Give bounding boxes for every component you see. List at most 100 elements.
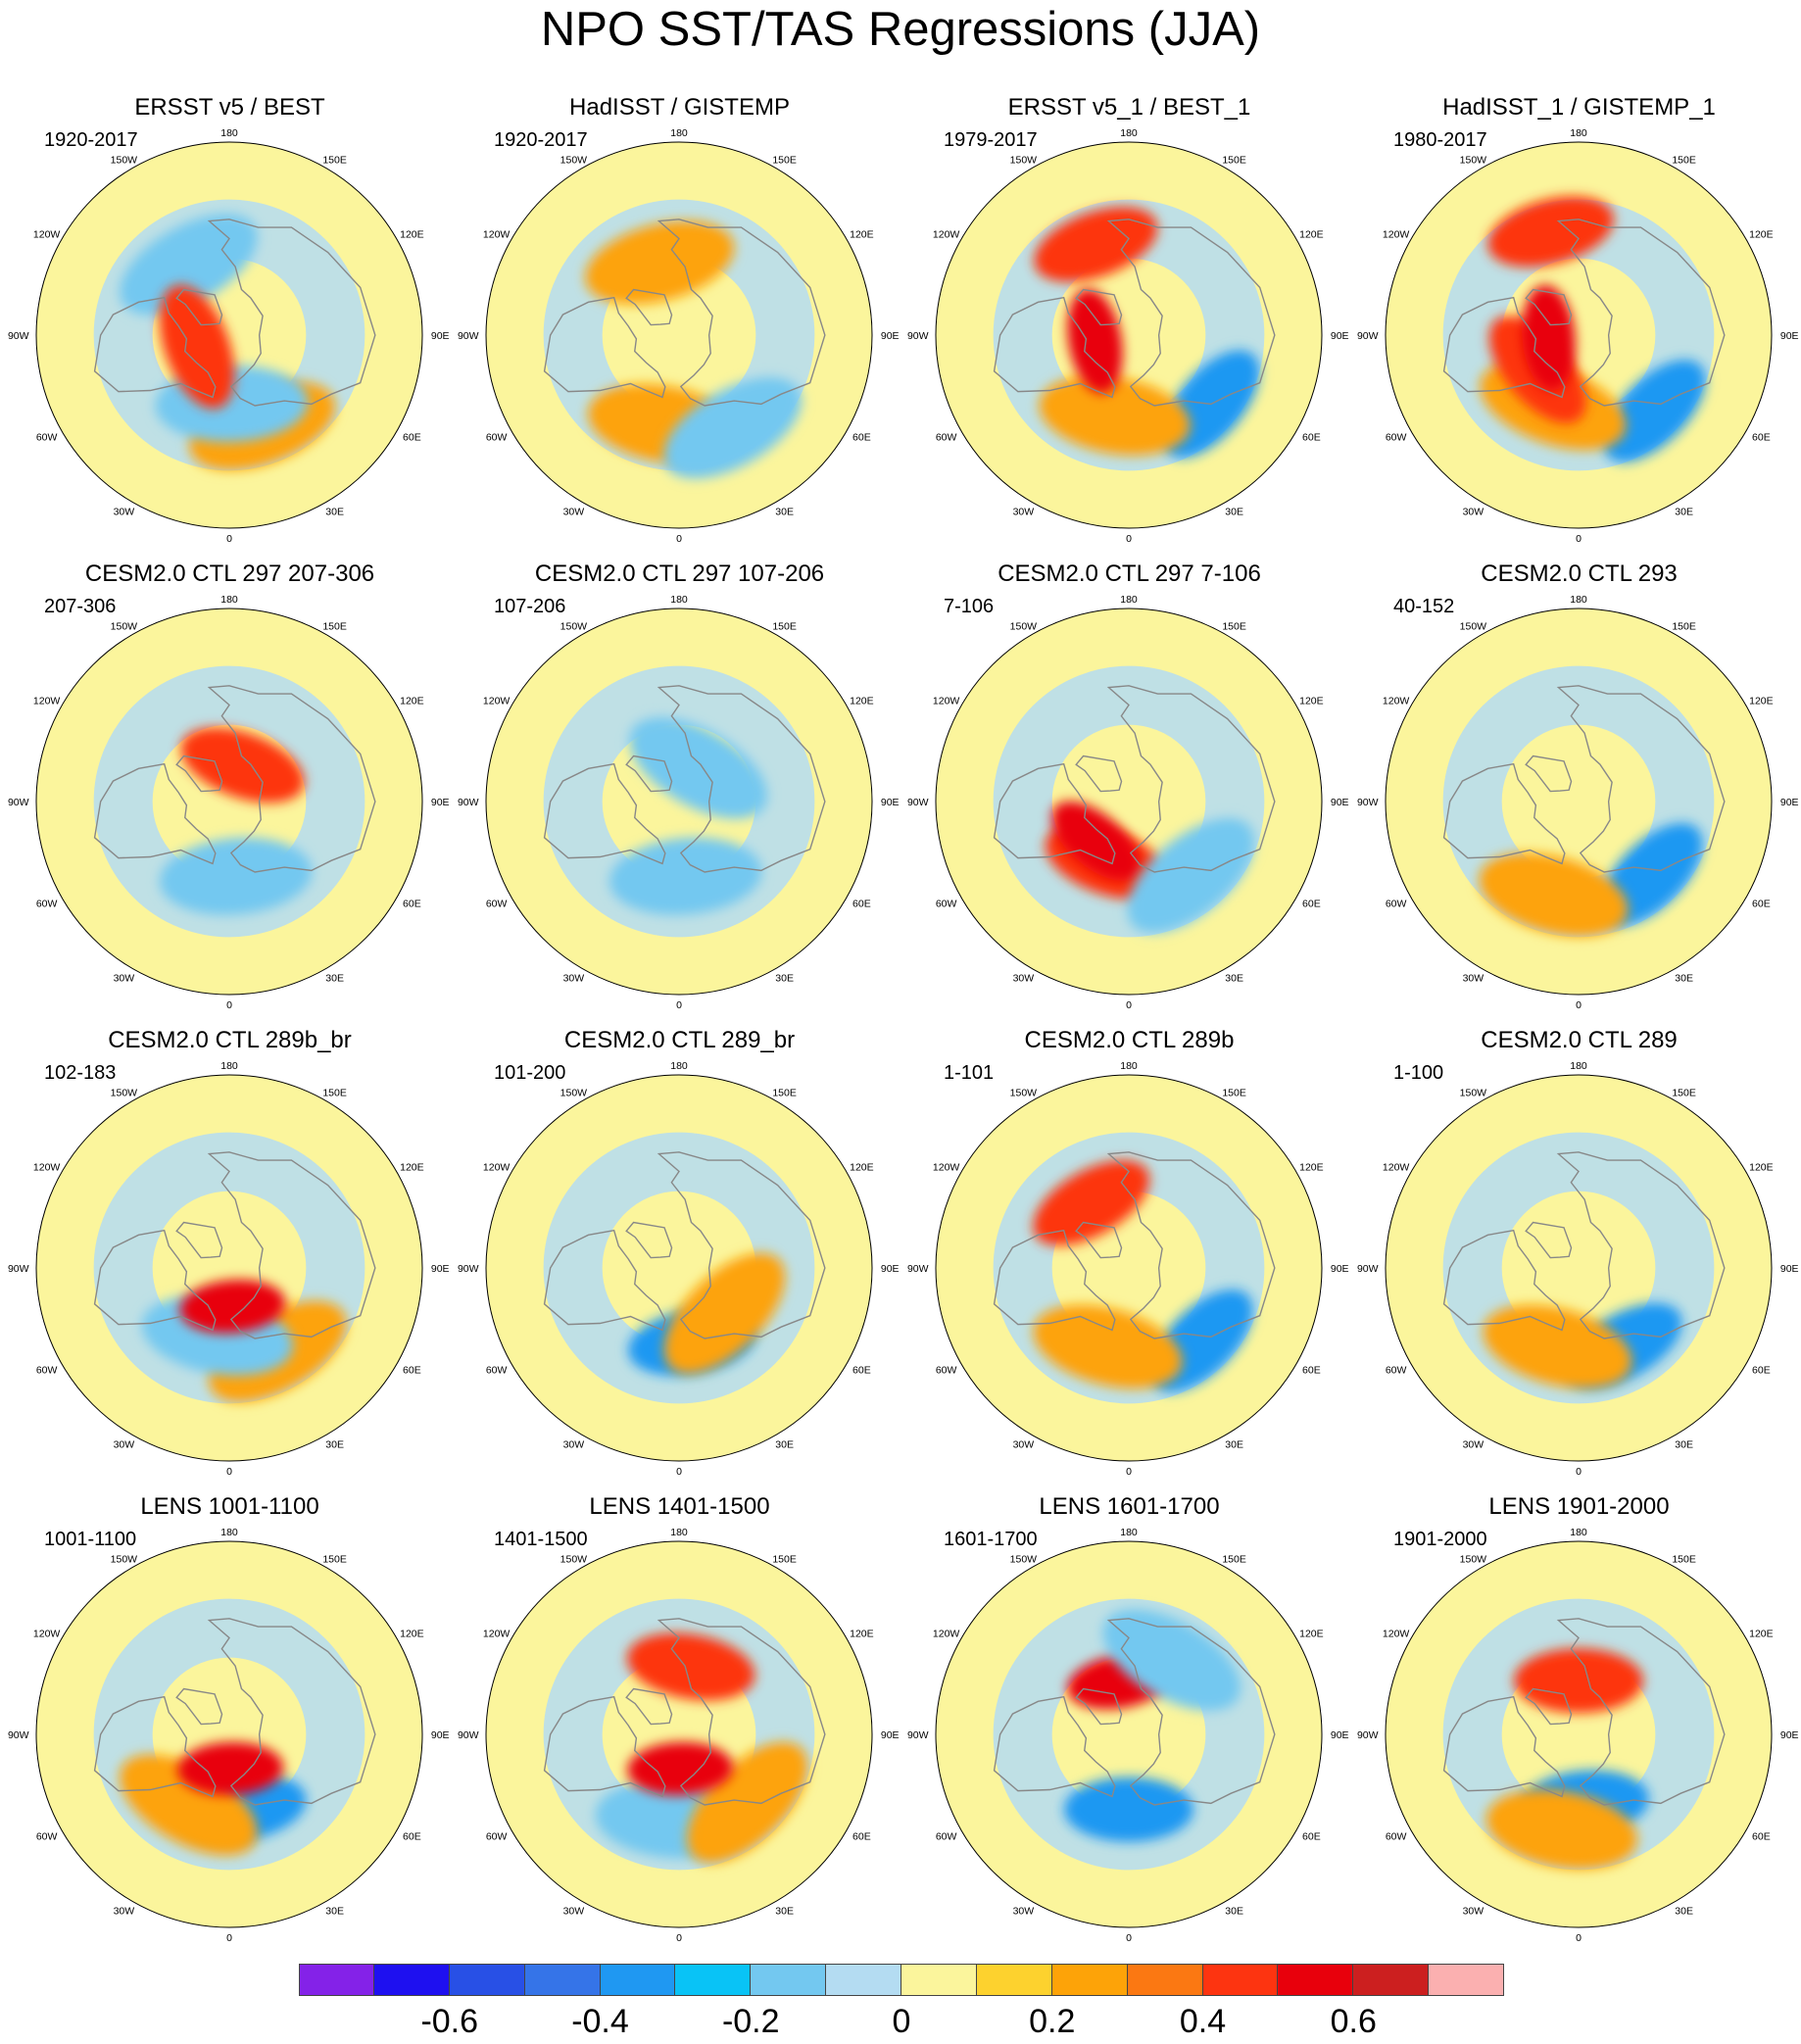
panel-period: 1-101 (944, 1062, 995, 1084)
coastline (543, 1695, 666, 1798)
longitude-label: 90E (881, 330, 900, 342)
map-panel: LENS 1601-1700 1601-1700 180 150E 120E 90E 60E… (904, 1493, 1354, 1958)
coastline (1525, 1221, 1573, 1259)
panel-title: ERSST v5_1 / BEST_1 (1007, 94, 1251, 121)
field-background (1386, 1541, 1772, 1927)
colorbar: -0.6 -0.4 -0.2 0 0.2 0.4 0.6 (299, 1964, 1504, 2042)
longitude-label: 150W (560, 1554, 588, 1566)
longitude-label: 30W (1013, 1905, 1035, 1917)
map-border (1385, 141, 1773, 529)
longitude-label: 30W (1463, 1905, 1485, 1917)
longitude-label: 0 (1576, 999, 1582, 1011)
anomaly-blob (1033, 1304, 1183, 1389)
map-panel: CESM2.0 CTL 289b_br 102-183 180 150E 120E 90E… (5, 1027, 455, 1491)
anomaly-blob (1064, 1776, 1193, 1842)
longitude-label: 30W (1013, 1438, 1035, 1450)
longitude-label: 0 (676, 1932, 682, 1944)
colorbar-swatch (1051, 1964, 1128, 1996)
coastline (993, 762, 1116, 865)
longitude-label: 150E (1672, 1554, 1696, 1566)
coastline (1556, 1618, 1726, 1806)
anomaly-blob (1522, 284, 1576, 391)
longitude-label: 90E (431, 797, 450, 808)
longitude-label: 120W (483, 1162, 511, 1174)
panel-title: CESM2.0 CTL 289b (1024, 1027, 1235, 1053)
coastline (1442, 1229, 1566, 1332)
longitude-label: 150W (1460, 155, 1487, 167)
colorbar-swatch (1202, 1964, 1279, 1996)
longitude-label: 150E (1222, 621, 1246, 633)
longitude-label: 60E (852, 1365, 871, 1377)
longitude-label: 60W (36, 899, 58, 910)
longitude-label: 150E (772, 1088, 797, 1099)
longitude-label: 90W (1357, 1729, 1379, 1741)
map-border (1385, 1540, 1773, 1928)
longitude-label: 120E (1299, 1629, 1324, 1640)
polar-map: 180 150E 120E 90E 60E 30E 0 30W 60W 90W 120W 150W (458, 1527, 900, 1944)
longitude-label: 120W (33, 229, 61, 241)
coastline (93, 1229, 217, 1332)
map-panel: LENS 1901-2000 1901-2000 180 150E 120E 90E 60E… (1354, 1493, 1801, 1958)
longitude-label: 60E (403, 1365, 421, 1377)
anomaly-blob (686, 1741, 808, 1864)
polar-map: 180 150E 120E 90E 60E 30E 0 30W 60W 90W 120W 150W (1357, 1527, 1799, 1944)
polar-map: 180 150E 120E 90E 60E 30E 0 30W 60W 90W 120W 150W (458, 127, 900, 545)
longitude-label: 120W (1383, 696, 1410, 707)
longitude-label: 90E (881, 797, 900, 808)
anomaly-blob (1487, 196, 1614, 268)
map-border (35, 141, 423, 529)
longitude-label: 30E (1675, 1905, 1693, 1917)
longitude-label: 150W (560, 621, 588, 633)
panel-title: CESM2.0 CTL 297 207-306 (84, 560, 375, 587)
panel-title: ERSST v5 / BEST (134, 94, 325, 121)
panel-title: CESM2.0 CTL 293 (1481, 560, 1678, 587)
colorbar-tick-label: 0 (892, 2003, 911, 2040)
polar-map: 180 150E 120E 90E 60E 30E 0 30W 60W 90W 120W 150W (8, 1060, 450, 1478)
polar-map: 180 150E 120E 90E 60E 30E 0 30W 60W 90W 120W 150W (458, 1060, 900, 1478)
panel-period: 1980-2017 (1393, 129, 1487, 151)
longitude-label: 150E (1222, 1554, 1246, 1566)
longitude-label: 90E (431, 1729, 450, 1741)
anomaly-blob (1479, 852, 1629, 937)
panel-period: 1-100 (1393, 1062, 1444, 1084)
longitude-label: 30E (775, 506, 794, 517)
longitude-label: 30W (114, 1905, 135, 1917)
longitude-label: 30E (775, 1905, 794, 1917)
polar-map: 180 150E 120E 90E 60E 30E 0 30W 60W 90W 120W 150W (1357, 594, 1799, 1011)
colorbar-swatch (1353, 1964, 1430, 1996)
longitude-label: 120E (1749, 1162, 1774, 1174)
longitude-label: 120W (1383, 229, 1410, 241)
coastline (207, 1151, 376, 1339)
polar-map: 180 150E 120E 90E 60E 30E 0 30W 60W 90W 120W 150W (907, 127, 1349, 545)
longitude-label: 60W (36, 432, 58, 444)
map-panel: CESM2.0 CTL 293 40-152 180 150E 120E 90E 60E 30… (1354, 560, 1801, 1025)
longitude-label: 60W (1386, 432, 1407, 444)
anomaly-blob (629, 717, 768, 819)
longitude-label: 150E (322, 155, 347, 167)
coastline (1106, 1151, 1276, 1339)
panel-title: HadISST_1 / GISTEMP_1 (1442, 94, 1716, 121)
longitude-label: 180 (670, 1060, 688, 1072)
longitude-label: 150W (111, 1554, 138, 1566)
longitude-label: 120W (33, 1629, 61, 1640)
longitude-label: 120E (850, 1629, 874, 1640)
field-background (936, 608, 1322, 995)
longitude-label: 30W (563, 1438, 585, 1450)
longitude-label: 30E (775, 1438, 794, 1450)
field-background (36, 1075, 422, 1461)
longitude-label: 90W (8, 797, 29, 808)
panel-title: LENS 1001-1100 (140, 1493, 319, 1520)
longitude-label: 180 (220, 127, 238, 139)
longitude-label: 180 (1570, 1060, 1587, 1072)
longitude-label: 60E (403, 432, 421, 444)
longitude-label: 30W (114, 972, 135, 984)
map-border (1385, 608, 1773, 996)
anomaly-blob (1051, 801, 1141, 881)
longitude-label: 180 (1120, 1060, 1138, 1072)
coastline (625, 1221, 673, 1259)
map-panel: LENS 1401-1500 1401-1500 180 150E 120E 90E 60E… (455, 1493, 904, 1958)
map-border (935, 608, 1323, 996)
longitude-label: 90E (1331, 797, 1349, 808)
map-panel: HadISST / GISTEMP 1920-2017 180 150E 120E 90E… (455, 94, 904, 559)
map-border (485, 1540, 873, 1928)
